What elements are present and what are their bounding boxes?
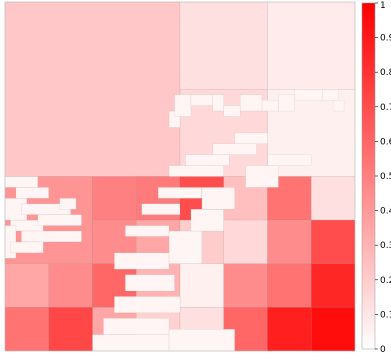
heatmap-low-cell [321, 89, 339, 101]
heatmap-cell [48, 307, 93, 352]
heatmap-low-cell [92, 334, 170, 352]
heatmap-cell [48, 263, 93, 308]
heatmap-low-cell [59, 198, 77, 210]
colorbar-tick-label: 0 [380, 345, 386, 355]
colorbar-ticks: 0 0.1 0.2 0.3 0.4 0.5 0.6 0.7 0.8 0.9 1 [375, 1, 391, 355]
heatmap-low-cell [114, 296, 181, 314]
heatmap-cell [4, 1, 181, 177]
heatmap-low-cell [114, 252, 170, 270]
colorbar-tick-label: 0.8 [380, 68, 391, 78]
heatmap-cell [311, 263, 356, 308]
heatmap-low-cell [168, 230, 203, 264]
heatmap-low-cell [10, 241, 44, 254]
heatmap-low-cell [190, 209, 224, 232]
heatmap-cell [223, 263, 268, 308]
heatmap-low-cell [157, 187, 203, 199]
heatmap-low-cell [168, 165, 224, 177]
heatmap-low-cell [267, 154, 312, 166]
heatmap-low-cell [37, 214, 82, 226]
heatmap-low-cell [223, 105, 241, 117]
heatmap-low-cell [261, 99, 279, 112]
heatmap-low-cell [332, 99, 345, 112]
heatmap-cell [311, 219, 356, 264]
heatmap-cell [92, 176, 137, 221]
colorbar [361, 2, 376, 350]
heatmap-cell [179, 1, 268, 90]
plot-frame [4, 1, 356, 352]
colorbar-tick-label: 0.6 [380, 137, 391, 147]
heatmap-cell [311, 307, 356, 352]
colorbar-tick-label: 0.2 [380, 276, 391, 286]
heatmap-cell [4, 307, 49, 352]
colorbar-tick-label: 1 [380, 1, 386, 11]
heatmap-low-cell [15, 187, 49, 199]
heatmap-cell [267, 263, 312, 308]
heatmap-low-cell [125, 225, 170, 237]
heatmap-low-cell [174, 94, 192, 117]
heatmap-low-cell [168, 328, 235, 352]
heatmap-low-cell [125, 274, 175, 292]
heatmap-low-regions [4, 89, 345, 352]
heatmap-cell [179, 263, 224, 308]
heatmap-cell [4, 263, 49, 308]
heatmap-low-cell [201, 187, 235, 210]
heatmap-low-cell [4, 176, 39, 188]
heatmap-low-cell [141, 203, 181, 215]
colorbar-tick-label: 0.4 [380, 207, 391, 217]
heatmap-low-cell [103, 318, 170, 335]
heatmap-low-cell [245, 165, 279, 188]
heatmap-low-cell [190, 94, 214, 106]
heatmap-cell [267, 307, 312, 352]
heatmap-low-cell [239, 94, 263, 112]
colorbar-tick-label: 0.9 [380, 34, 391, 44]
colorbar-tick-label: 0.7 [380, 103, 391, 113]
colorbar-tick-label: 0.1 [380, 310, 391, 320]
heatmap-cell [311, 176, 356, 221]
heatmap-cell [267, 1, 356, 90]
heatmap-low-cell [212, 143, 257, 155]
colorbar-tick-label: 0.3 [380, 241, 391, 251]
colorbar-tick-label: 0.5 [380, 172, 391, 182]
heatmap-low-cell [212, 94, 224, 112]
heatmap-cell [267, 219, 312, 264]
heatmap-cell [223, 219, 268, 264]
heatmap-low-cell [278, 94, 296, 112]
heatmap-low-cell [234, 132, 268, 144]
heatmap-low-cell [21, 230, 82, 243]
heatmap-low-cell [294, 89, 323, 101]
heatmap-low-cell [185, 154, 230, 166]
